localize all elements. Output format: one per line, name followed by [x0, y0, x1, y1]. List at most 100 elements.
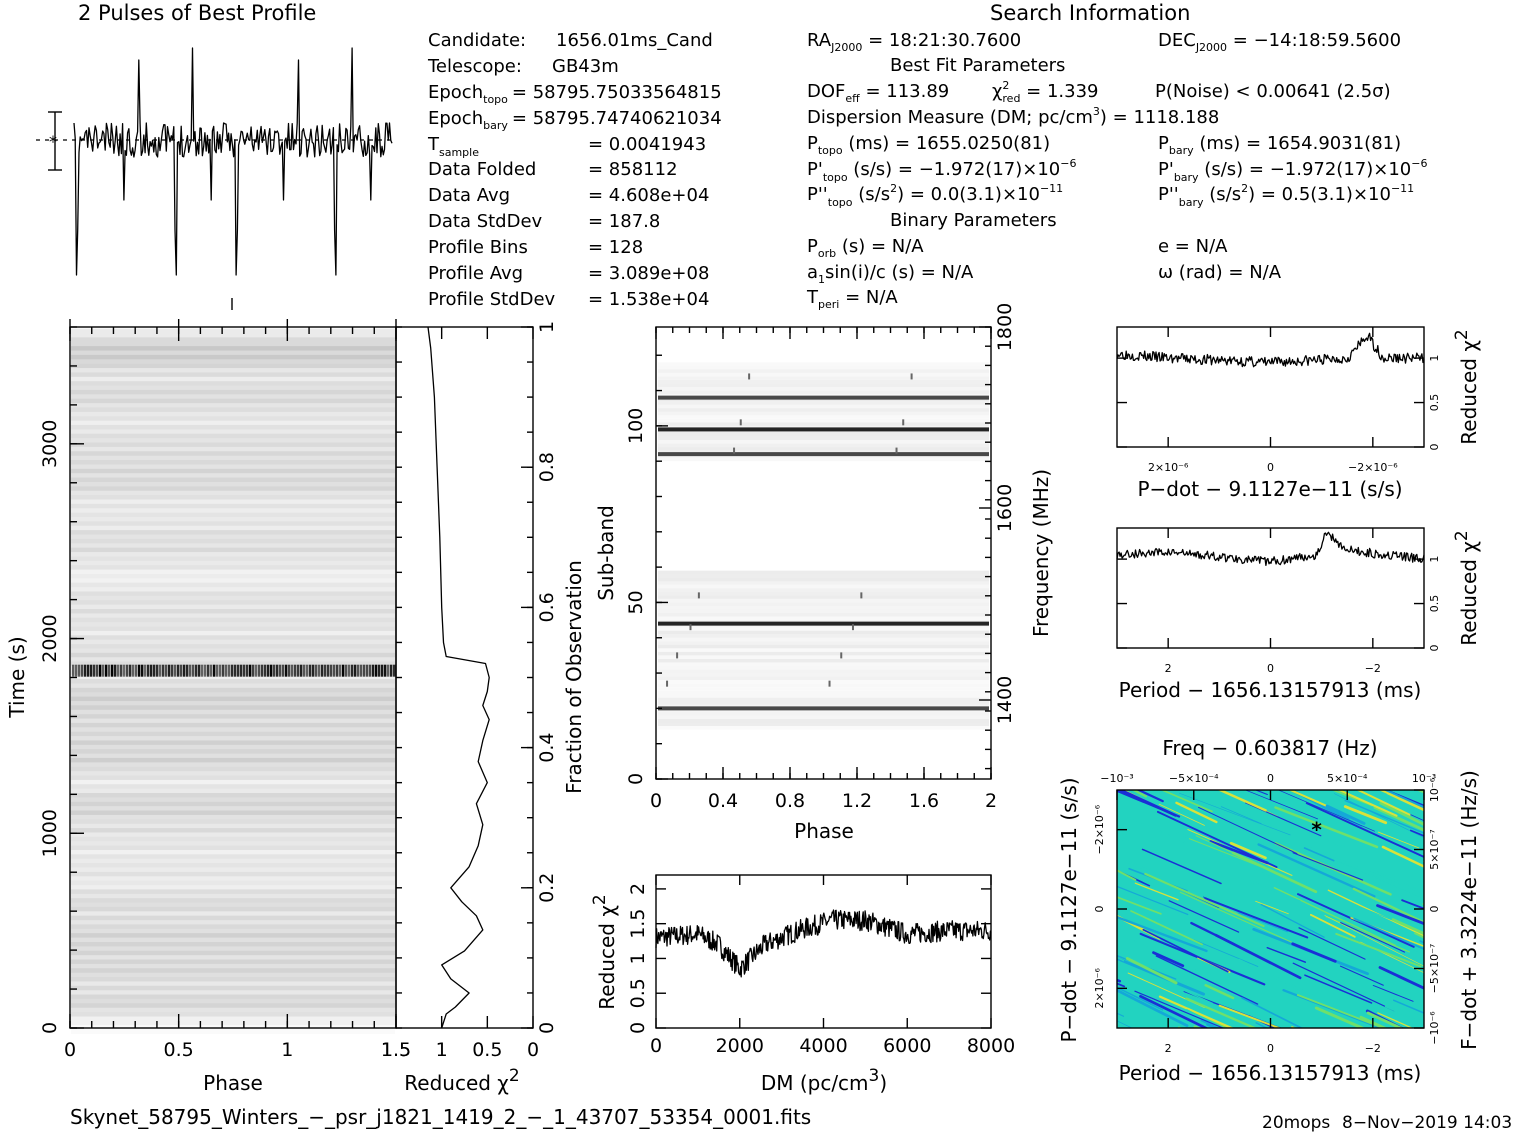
- time-phase-dark-band: [312, 664, 315, 677]
- time-phase-stripe: [71, 985, 395, 1008]
- time-phase-dark-band: [270, 664, 273, 677]
- time-phase-ylabel: Time (s): [5, 636, 29, 718]
- ppdot-stroke: [1117, 869, 1151, 887]
- ppdot-stroke: [1158, 995, 1235, 1028]
- ppdot-stroke: [1254, 790, 1268, 795]
- ppdot-stroke: [1483, 956, 1517, 977]
- time-phase-stripe: [71, 933, 395, 956]
- time-phase-stripe: [71, 950, 395, 973]
- subband-row: [658, 651, 989, 656]
- time-phase-dark-band: [75, 664, 78, 677]
- time-phase-stripe: [71, 608, 395, 631]
- ppdot-stroke: [1297, 893, 1415, 948]
- dm-ytick: 0.5: [627, 978, 649, 1008]
- ppdot-stroke: [1392, 999, 1424, 1014]
- svg-text:e = N/A: e = N/A: [1158, 236, 1228, 257]
- time-phase-ytick: 2000: [39, 614, 61, 662]
- ppdot-stroke: [1363, 790, 1402, 810]
- ppdot-xtick: −2: [1365, 1042, 1381, 1055]
- subband-row: [658, 373, 989, 377]
- ppdot-stroke: [1309, 913, 1356, 938]
- subband-row: [658, 419, 989, 423]
- svg-text:Profile Bins= 128: Profile Bins = 128: [428, 237, 643, 258]
- time-phase-dark-band: [291, 664, 294, 677]
- ppdot-stroke: [1134, 990, 1225, 1028]
- ppdot-stroke: [1255, 900, 1289, 915]
- subband-row: [658, 715, 989, 719]
- time-phase-dark-band: [213, 664, 216, 677]
- time-phase-dark-band: [369, 664, 372, 677]
- ppdot-stroke: [1121, 934, 1200, 973]
- ppdot-stroke: [1494, 824, 1517, 851]
- ppdot-stroke: [1391, 918, 1424, 935]
- svg-text:P'bary (s/s) = −1.972(17)×10−6: P'bary (s/s) = −1.972(17)×10−6: [1158, 157, 1427, 184]
- time-phase-stripe: [71, 828, 395, 851]
- candidate-info: Candidate: 1656.01ms_Cand Telescope: GB43m…: [427, 30, 722, 310]
- subband-row: [658, 684, 989, 688]
- ppdot-stroke: [1214, 933, 1302, 980]
- pdot-ytick: 0.5: [1428, 394, 1441, 412]
- ppdot-stroke: [1493, 859, 1517, 902]
- time-phase-dark-band: [96, 664, 99, 677]
- time-phase-stripe: [71, 424, 395, 447]
- subband-row: [658, 588, 989, 592]
- time-phase-dark-band: [111, 664, 114, 677]
- ppdot-stroke: [1142, 928, 1229, 973]
- time-phase-dark-band: [93, 664, 96, 677]
- ppdot-xtick: 0: [1267, 1042, 1274, 1055]
- ppdot-xlabel: Period − 1656.13157913 (ms): [1119, 1061, 1422, 1085]
- time-phase-dark-band: [228, 664, 231, 677]
- ppdot-stroke: [1309, 833, 1349, 850]
- time-phase-dark-band: [327, 664, 330, 677]
- ppdot-stroke: [1355, 790, 1411, 816]
- time-phase-dark-band: [162, 664, 165, 677]
- pdot-ytick: 1: [1428, 355, 1441, 362]
- svg-text:Candidate:1656.01ms_Cand: Candidate: 1656.01ms_Cand: [428, 30, 713, 51]
- ppdot-stroke: [1304, 974, 1373, 1004]
- ppdot-stroke: [1373, 806, 1424, 832]
- svg-text:Data Avg= 4.608e+04: Data Avg = 4.608e+04: [428, 185, 709, 206]
- subband-dot: [748, 373, 751, 380]
- ppdot-stroke: [1167, 982, 1214, 1004]
- time-phase-dark-band: [258, 664, 261, 677]
- ppdot-stroke: [1324, 915, 1424, 967]
- subband-row: [658, 390, 989, 395]
- period-chi2-plot: Period − 1656.13157913 (ms) Reduced χ2 2…: [1116, 527, 1481, 702]
- ppdot-stroke: [1203, 896, 1256, 919]
- ppdot-stroke: [1339, 965, 1384, 986]
- p-pdot-plane: Freq − 0.603817 (Hz) Period − 1656.13157…: [1057, 736, 1517, 1085]
- ppdot-stroke: [1298, 843, 1400, 886]
- subband-dot: [910, 373, 913, 380]
- ppdot-stroke: [1273, 887, 1397, 947]
- svg-text:Epochbary= 58795.74740621034: Epochbary = 58795.74740621034: [428, 108, 722, 132]
- time-phase-stripe: [71, 968, 395, 991]
- dm-xtick: 8000: [967, 1035, 1015, 1057]
- time-phase-stripe: [71, 346, 395, 369]
- time-phase-dark-band: [252, 664, 255, 677]
- time-phase-dark-band: [285, 664, 288, 677]
- subband-row: [658, 598, 989, 603]
- ppdot-stroke: [1386, 963, 1424, 982]
- ppdot-stroke: [1478, 947, 1517, 975]
- subband-row: [658, 585, 989, 589]
- subband-row: [658, 362, 989, 366]
- time-phase-dark-band: [315, 664, 318, 677]
- subband-xtick: 1.6: [909, 790, 939, 812]
- subband-xlabel: Phase: [794, 819, 854, 843]
- ppdot-stroke: [1372, 790, 1388, 796]
- time-phase-dark-band: [321, 664, 324, 677]
- ppdot-stroke: [1237, 912, 1289, 933]
- subband-row: [658, 644, 989, 649]
- subband-dot: [697, 592, 700, 599]
- dm-chi2-plot: DM (pc/cm3) Reduced χ2 0 2000 4000 6000 8000…: [590, 874, 1015, 1095]
- ppdot-stroke: [1134, 882, 1179, 901]
- subband-dark-band: [658, 706, 989, 711]
- time-phase-dark-band: [144, 664, 147, 677]
- subband-row: [658, 676, 989, 681]
- ppdot-stroke: [1260, 903, 1325, 938]
- time-phase-dark-band: [381, 664, 384, 677]
- footer-program: 20mops: [1262, 1113, 1330, 1133]
- time-phase-stripe: [71, 959, 395, 982]
- time-chi2-xtick: 0.5: [472, 1039, 502, 1061]
- subband-dot: [666, 680, 669, 687]
